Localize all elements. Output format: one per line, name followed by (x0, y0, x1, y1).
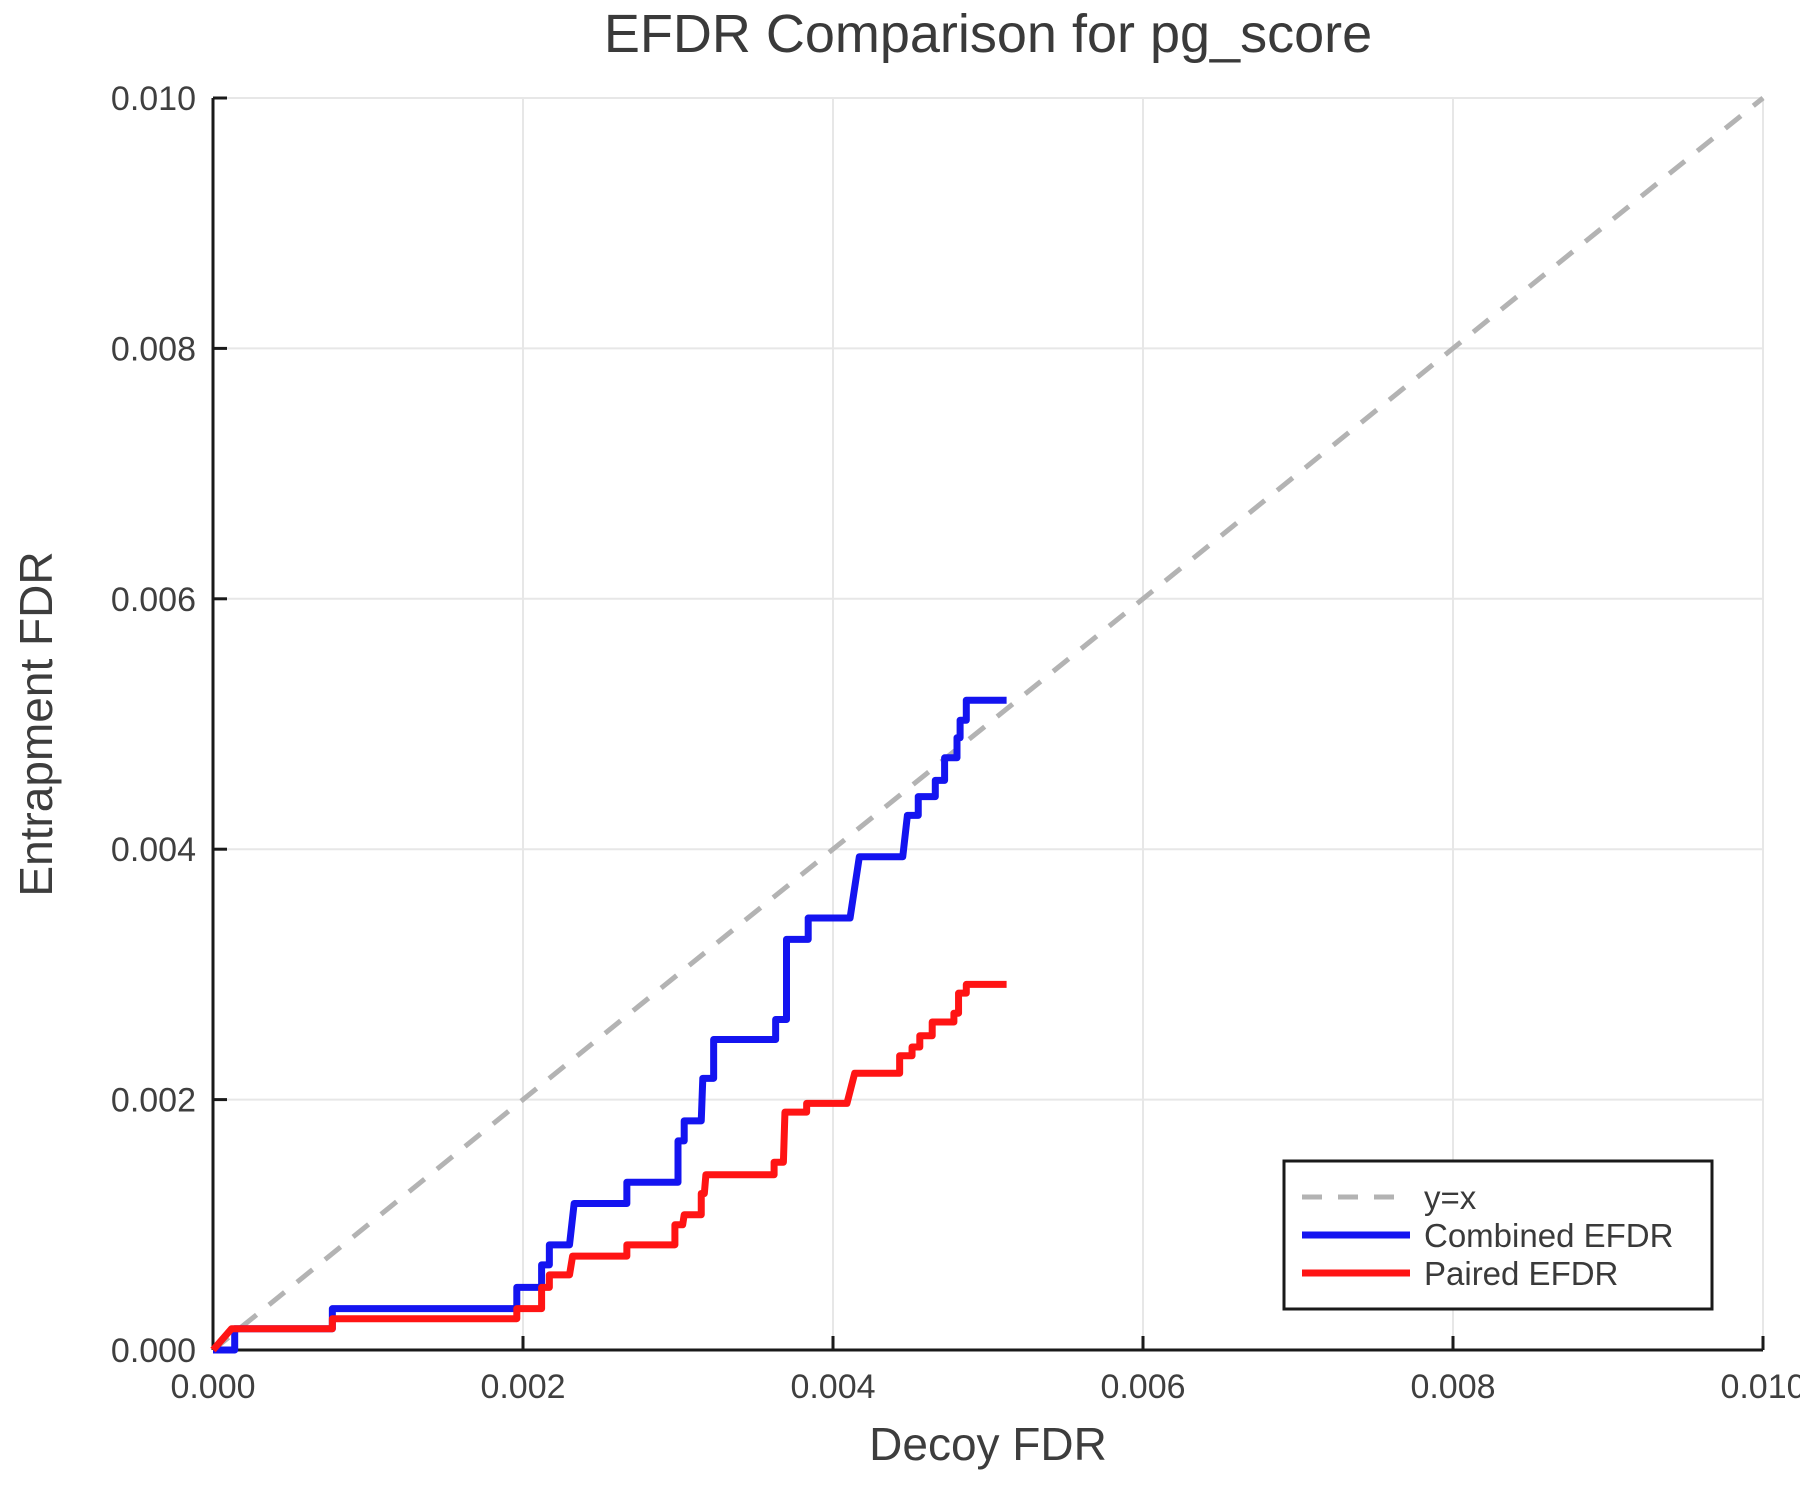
chart-title: EFDR Comparison for pg_score (604, 4, 1372, 64)
y-tick-label: 0.002 (111, 1082, 196, 1120)
paired-efdr-line (210, 980, 1007, 1353)
x-tick-label: 0.008 (1410, 1368, 1495, 1406)
x-tick-label: 0.002 (480, 1368, 565, 1406)
series-lines (210, 96, 1765, 1354)
y-axis-label: Entrapment FDR (10, 551, 62, 896)
y-tick-label: 0.006 (111, 581, 196, 619)
legend-label: Paired EFDR (1424, 1255, 1618, 1292)
y-tick-label: 0.008 (111, 330, 196, 368)
y-tick-label: 0.000 (111, 1332, 196, 1370)
y-x-line (211, 96, 1765, 1352)
y-tick-labels: 0.000 0.002 0.004 0.006 0.008 0.010 (111, 80, 196, 1370)
gridlines (213, 97, 1764, 1350)
x-tick-labels: 0.000 0.002 0.004 0.006 0.008 0.010 (170, 1368, 1800, 1406)
x-tick-label: 0.010 (1720, 1368, 1800, 1406)
y-tick-label: 0.004 (111, 831, 196, 869)
combined-efdr-line (213, 696, 1007, 1354)
y-tick-label: 0.010 (111, 80, 196, 118)
legend-label: y=x (1424, 1179, 1477, 1216)
x-tick-label: 0.004 (790, 1368, 875, 1406)
x-axis-label: Decoy FDR (869, 1418, 1107, 1470)
x-tick-label: 0.000 (170, 1368, 255, 1406)
axes-spines (211, 98, 1763, 1352)
legend-label: Combined EFDR (1424, 1217, 1673, 1254)
x-tick-label: 0.006 (1100, 1368, 1185, 1406)
